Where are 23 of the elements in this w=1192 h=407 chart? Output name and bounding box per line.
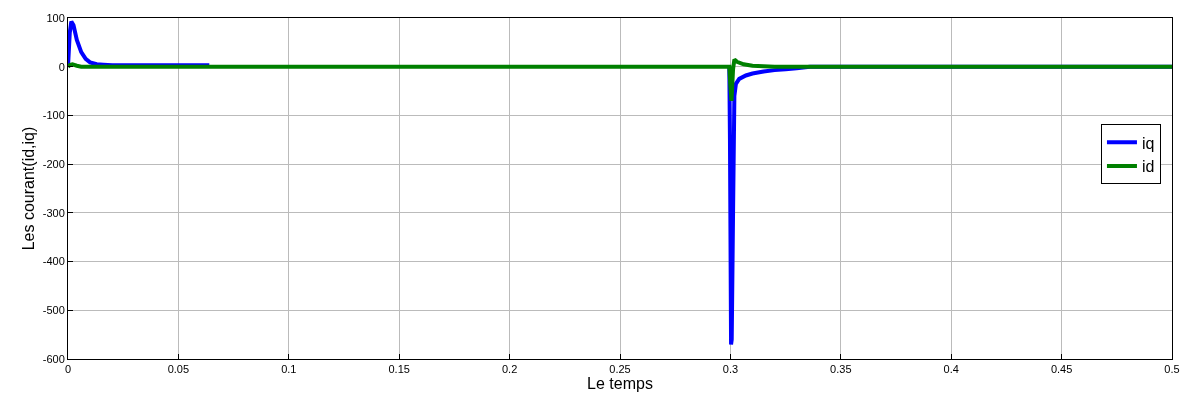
y-tick-label: -400 xyxy=(42,255,65,268)
x-tick-label: 0.4 xyxy=(943,363,959,376)
line-series xyxy=(68,57,1172,103)
x-tick-label: 0.5 xyxy=(1164,363,1180,376)
x-tick-label: 0.35 xyxy=(830,363,852,376)
x-tick-label: 0.45 xyxy=(1050,363,1073,376)
legend-label: id xyxy=(1141,158,1155,176)
x-tick-label: 0.15 xyxy=(388,363,410,376)
y-tick-label: -300 xyxy=(42,206,65,219)
y-tick-label: -200 xyxy=(42,157,65,170)
x-tick-label: 0.2 xyxy=(501,363,518,376)
x-axis-title: Le temps xyxy=(587,375,653,393)
y-tick-label: 100 xyxy=(46,11,65,24)
legend-label: iq xyxy=(1141,134,1155,152)
x-tick-label: 0.25 xyxy=(609,363,631,376)
y-tick-label: -500 xyxy=(42,304,65,317)
y-tick-label: -100 xyxy=(42,109,65,122)
y-tick-label: 0 xyxy=(58,60,65,73)
x-tick-label: 0.05 xyxy=(167,363,190,376)
x-tick-label: 0.1 xyxy=(281,363,297,376)
y-axis-title: Les courant(id,iq) xyxy=(19,126,37,251)
x-tick-label: 0.3 xyxy=(722,363,739,376)
y-tick-label: -600 xyxy=(42,352,65,365)
